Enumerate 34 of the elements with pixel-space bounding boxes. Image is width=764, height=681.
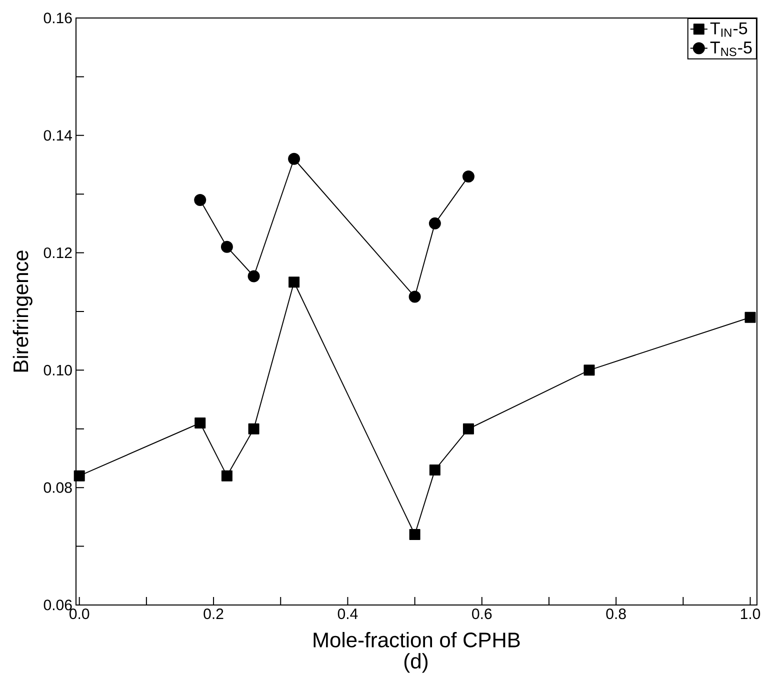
y-tick-label: 0.08 [44, 482, 72, 493]
point [744, 312, 756, 323]
point [462, 423, 474, 434]
y-axis-title: Birefringence [12, 250, 32, 372]
y-tick-label: 0.14 [44, 130, 72, 141]
x-tick-label: 0.2 [204, 608, 224, 620]
point [194, 194, 206, 206]
y-tick-label: 0.16 [44, 12, 72, 24]
x-axis-title: Mole-fraction of CPHB [314, 632, 520, 648]
x-tick-label: 0.0 [70, 608, 90, 620]
point [74, 470, 85, 482]
point [248, 423, 260, 434]
point [462, 170, 474, 182]
legend-label: T$_{NS}$-5 [710, 42, 752, 56]
text: (d) [404, 653, 428, 673]
point [288, 152, 300, 165]
point [220, 240, 233, 253]
point [428, 217, 441, 230]
x-tick-label: 0.6 [472, 608, 492, 620]
x-tick-label: 0.8 [606, 608, 626, 620]
point [288, 276, 300, 288]
x-tick-label: 0.4 [338, 608, 358, 620]
x-tick-label: 1.0 [740, 608, 760, 620]
legend-label: T$_{IN}$-5 [710, 22, 748, 37]
point [409, 529, 420, 540]
y-tick-label: 0.06 [44, 600, 72, 610]
y-tick-label: 0.12 [44, 247, 72, 258]
point [429, 464, 440, 476]
point [584, 364, 595, 376]
point [194, 418, 206, 429]
point [221, 470, 232, 482]
point [248, 270, 260, 282]
point [408, 290, 421, 303]
y-tick-label: 0.10 [44, 364, 72, 376]
